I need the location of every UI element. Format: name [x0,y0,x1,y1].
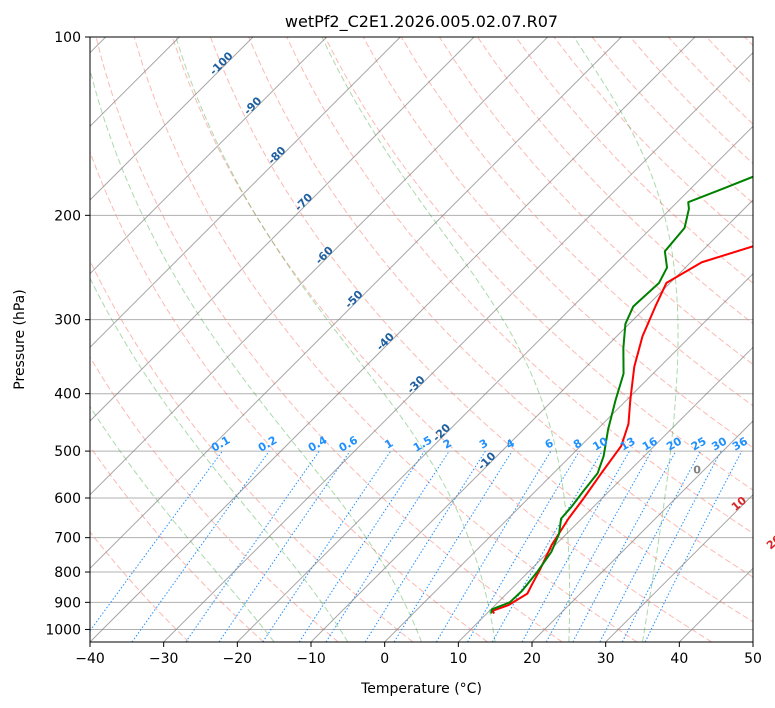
dewpoint-profile [490,175,753,614]
isotherm-label: -40 [374,330,397,353]
isotherm-label: -80 [265,144,288,167]
y-axis-label: Pressure (hPa) [12,289,28,389]
mixing-ratio-line [435,450,552,642]
y-tick-label: 500 [54,444,81,460]
mixing-ratio-line [467,450,580,642]
y-tick-label: 800 [54,565,81,581]
moist-adiabat [90,405,275,642]
dry-adiabat [439,37,753,366]
isotherm-label: -60 [313,244,336,267]
y-tick-label: 200 [54,208,81,224]
dry-adiabat [90,356,339,642]
isotherm-line [678,567,753,642]
dry-adiabat [90,150,488,642]
isotherm-line [90,37,622,570]
x-tick-label: −20 [223,651,253,667]
plot-frame [89,36,754,643]
x-tick-label: −40 [75,651,105,667]
y-tick-label: 1000 [45,622,81,638]
x-tick-label: −30 [149,651,179,667]
moist-adiabat [573,37,679,642]
isotherm-line [90,37,328,275]
dry-adiabat [248,37,753,578]
y-tick-label: 100 [54,30,81,46]
dry-adiabat-label: 20 [764,532,775,552]
mixing-ratio-line [262,450,392,642]
y-tick-label: 900 [54,595,81,611]
moist-adiabat [90,67,422,642]
dry-adiabat [477,37,753,325]
mixing-ratio-line [644,450,743,642]
dry-adiabat [706,37,753,86]
moist-adiabat-label: 0 [693,463,701,476]
x-tick-label: 40 [670,651,688,667]
isotherm-line [90,37,696,642]
moist-adiabat [175,37,496,642]
y-tick-label: 600 [54,491,81,507]
mixing-ratio-line [599,450,701,642]
mixing-ratio-line [185,450,320,642]
dry-adiabat [90,531,190,642]
x-tick-label: 10 [449,651,467,667]
data-lines [490,175,753,615]
x-tick-label: 30 [597,651,615,667]
isotherm-line [384,272,753,642]
mixing-ratio-label: 6 [543,436,556,451]
dry-adiabat [591,37,753,204]
mixing-ratio-line [621,450,722,642]
x-axis-label: Temperature (°C) [360,681,482,697]
dry-adiabat [553,37,753,244]
isotherm-line [90,37,475,422]
dry-adiabat [400,37,753,407]
moist-adiabat [321,37,571,642]
mixing-ratio-line [393,450,513,642]
mixing-ratio-line [298,450,425,642]
dry-adiabat [133,37,638,642]
isotherm-label: -100 [207,49,236,78]
dry-adiabat [90,259,414,642]
line-labels: 0.1 0.2 0.4 0.6 1 1.5 2 3 4 6 8 10 13 16 20 25 30 36-100-… [207,49,775,552]
x-tick-label: 50 [744,651,762,667]
mixing-ratio-line [131,450,270,642]
moist-adiabat [90,277,349,642]
isotherm-label: -90 [241,94,264,117]
isotherm-label: -50 [342,288,365,311]
isotherm-label: -30 [404,373,427,396]
mixing-ratio-line [572,450,677,642]
dry-adiabat [210,37,753,623]
isotherm-line [90,37,549,496]
isotherm-line [236,125,753,642]
mixing-ratio-line [521,450,630,642]
mixing-ratio-line [90,450,223,632]
dry-adiabat [668,37,753,125]
dry-adiabat [90,445,264,642]
y-tick-label: 700 [54,531,81,547]
x-tick-label: −10 [296,651,326,667]
dry-adiabat [95,37,563,642]
isotherm-line [605,493,753,642]
x-tick-label: 20 [523,651,541,667]
dry-adiabat-label: 10 [729,494,749,514]
isotherm-line [531,420,753,642]
isotherm-line [90,37,401,349]
y-tick-label: 400 [54,387,81,403]
mixing-ratio-line [545,450,653,642]
mixing-ratio-line [325,450,450,642]
background-lines [90,37,753,642]
isotherm-line [310,199,753,642]
mixing-ratio-line [218,450,351,642]
isotherm-line [90,37,254,201]
mixing-ratio-line [364,450,486,642]
x-tick-label: 0 [380,651,389,667]
isotherm-line [163,51,753,642]
y-tick-label: 300 [54,313,81,329]
chart-title: wetPf2_C2E1.2026.005.02.07.R07 [285,12,558,32]
dry-adiabat [515,37,753,284]
isotherm-line [457,346,753,642]
isotherm-label: -10 [475,449,498,472]
mixing-ratio-label: 4 [504,436,517,451]
isotherm-label: -70 [292,190,315,213]
axes: −40 −30 −20 −10 0 10 20 30 40 5010020030040050060… [45,30,762,667]
